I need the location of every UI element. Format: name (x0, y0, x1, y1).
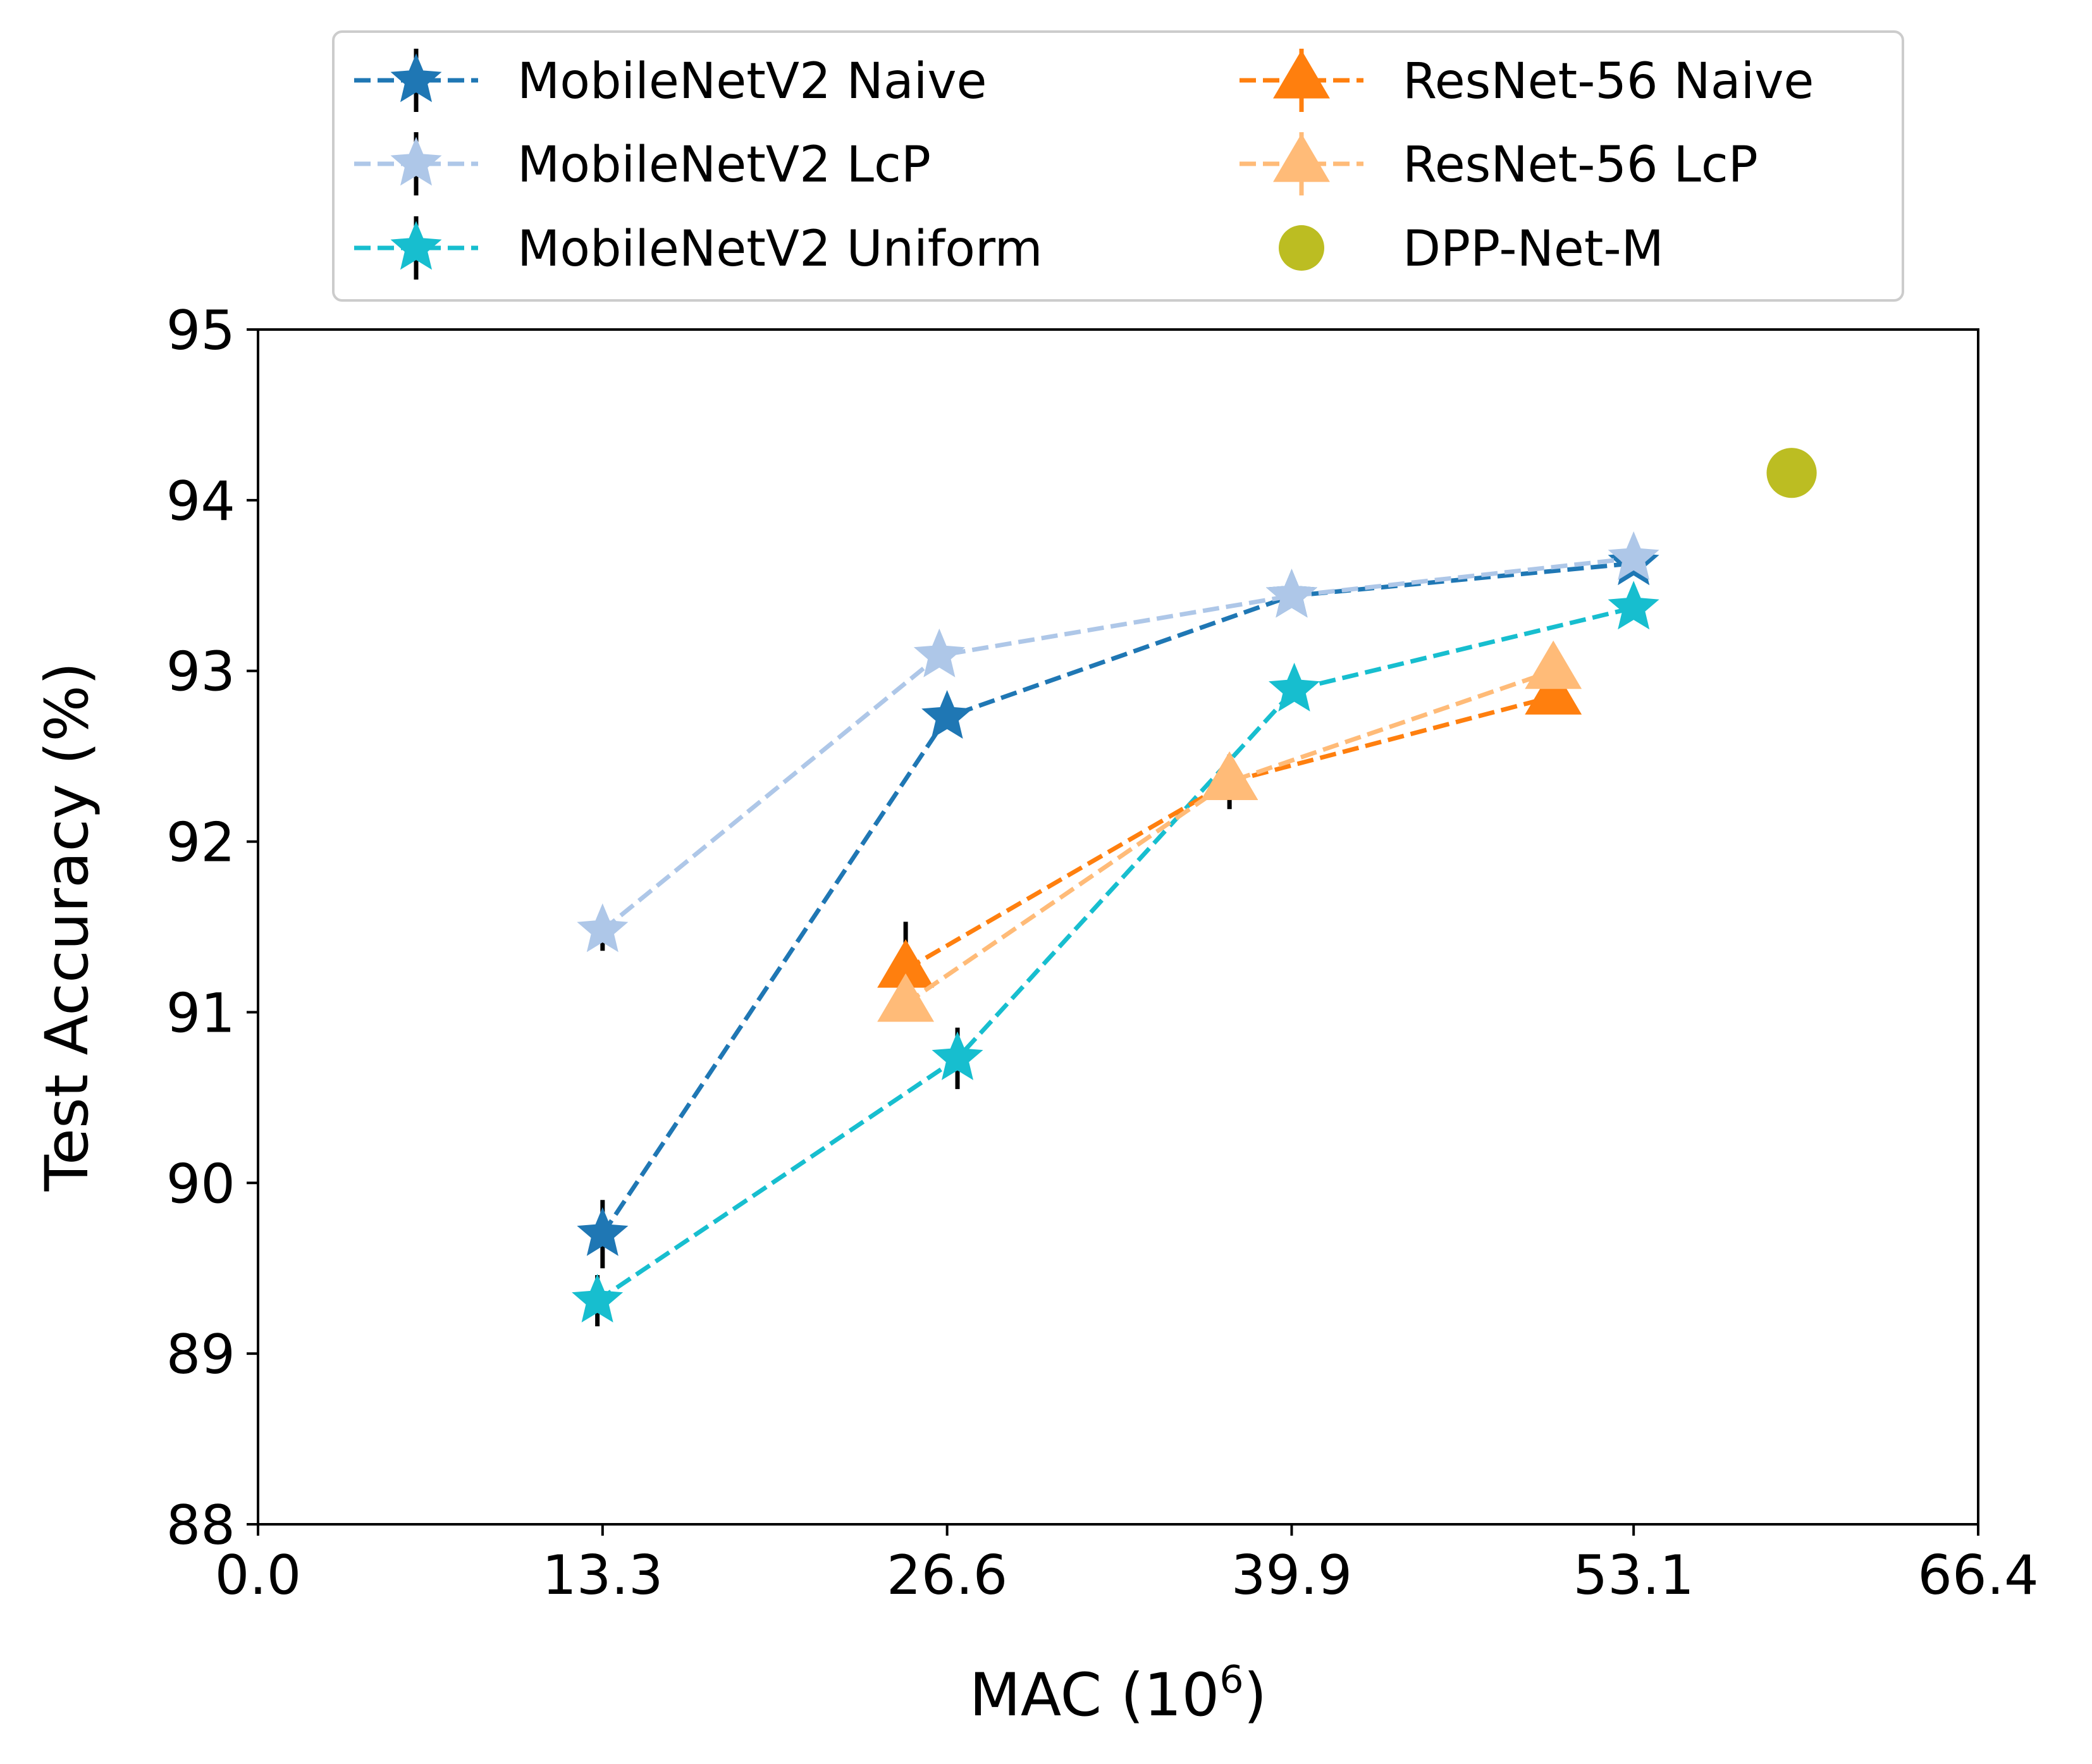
x-tick-label: 26.6 (887, 1544, 1007, 1607)
series (577, 531, 1659, 953)
y-tick-label: 91 (166, 982, 235, 1045)
y-axis-ticks: 88 89 90 91 92 93 94 95 (166, 299, 258, 1557)
data-point (913, 628, 965, 677)
x-tick-label: 0.0 (215, 1544, 302, 1607)
x-tick-label: 66.4 (1917, 1544, 2038, 1607)
legend-item: MobileNetV2 LcP (354, 132, 931, 195)
series (577, 536, 1659, 1269)
series (877, 640, 1582, 1022)
series (1766, 448, 1817, 498)
data-point (1269, 662, 1320, 712)
series-line (596, 605, 1635, 1303)
x-axis-ticks: 0.0 13.3 26.6 39.9 53.1 66.4 (215, 1524, 2039, 1607)
legend-label: ResNet-56 Naive (1403, 53, 1814, 110)
y-tick-label: 88 (166, 1494, 235, 1557)
data-point (1265, 569, 1317, 618)
data-point (1608, 531, 1659, 581)
legend-marker (1273, 50, 1330, 99)
legend-marker (390, 53, 442, 102)
legend-label: ResNet-56 LcP (1403, 137, 1758, 194)
legend-item: DPP-Net-M (1279, 221, 1664, 278)
x-tick-label: 53.1 (1573, 1544, 1694, 1607)
x-axis-label-exponent: 6 (1219, 1658, 1243, 1702)
legend: MobileNetV2 Naive MobileNetV2 LcP MobileNe… (332, 30, 1904, 302)
data-point (1766, 448, 1817, 498)
legend-label: MobileNetV2 Uniform (517, 221, 1043, 278)
axes-frame (257, 328, 1979, 1526)
legend-marker (1273, 133, 1330, 182)
y-axis-label: Test Accuracy (%) (33, 662, 102, 1192)
y-tick-label: 94 (166, 470, 235, 533)
legend-label: DPP-Net-M (1403, 221, 1664, 278)
legend-label: MobileNetV2 LcP (517, 137, 931, 194)
legend-item: MobileNetV2 Naive (354, 49, 987, 112)
data-point (1525, 640, 1582, 689)
data-point (572, 1273, 624, 1323)
legend-item: ResNet-56 LcP (1240, 132, 1758, 195)
series (572, 581, 1659, 1326)
data-point (577, 903, 629, 953)
x-tick-label: 13.3 (542, 1544, 663, 1607)
series-line (600, 561, 1634, 1236)
series-layer (572, 448, 1817, 1326)
series-line (904, 669, 1554, 1006)
series-line (601, 556, 1634, 932)
legend-label: MobileNetV2 Naive (517, 53, 987, 110)
x-tick-label: 39.9 (1231, 1544, 1352, 1607)
legend-marker (390, 137, 442, 186)
legend-marker (390, 221, 442, 270)
y-tick-label: 90 (166, 1152, 235, 1216)
data-point (1608, 581, 1659, 630)
series (877, 666, 1582, 1018)
data-point (1525, 666, 1582, 715)
series-line (904, 694, 1554, 972)
legend-box (332, 30, 1904, 302)
y-tick-label: 93 (166, 641, 235, 704)
y-tick-label: 92 (166, 811, 235, 875)
data-point (921, 689, 973, 739)
data-point (577, 1207, 629, 1256)
data-point (932, 1031, 983, 1080)
y-tick-label: 89 (166, 1323, 235, 1386)
legend-item: ResNet-56 Naive (1240, 49, 1814, 112)
x-axis-label: MAC (106) (969, 1658, 1267, 1730)
legend-item: MobileNetV2 Uniform (354, 216, 1043, 280)
data-point (877, 973, 935, 1022)
data-point (1201, 751, 1258, 800)
y-tick-label: 95 (166, 299, 235, 362)
legend-marker (1279, 225, 1324, 271)
